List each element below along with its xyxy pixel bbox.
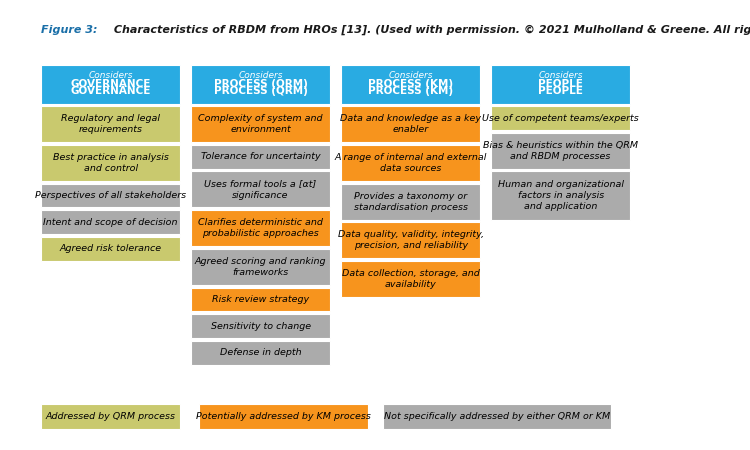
FancyBboxPatch shape	[382, 404, 611, 428]
Text: PROCESS (QRM): PROCESS (QRM)	[214, 79, 308, 90]
Text: Defense in depth: Defense in depth	[220, 348, 302, 357]
FancyBboxPatch shape	[41, 237, 180, 261]
FancyBboxPatch shape	[191, 249, 330, 285]
FancyBboxPatch shape	[341, 106, 480, 142]
Text: PEOPLE: PEOPLE	[538, 79, 583, 90]
Text: Complexity of system and
environment: Complexity of system and environment	[198, 114, 322, 134]
FancyBboxPatch shape	[191, 171, 330, 207]
Text: A range of internal and external
data sources: A range of internal and external data so…	[334, 153, 487, 173]
Text: Agreed risk tolerance: Agreed risk tolerance	[59, 244, 162, 253]
Text: Data quality, validity, integrity,
precision, and reliability: Data quality, validity, integrity, preci…	[338, 230, 484, 250]
FancyBboxPatch shape	[199, 404, 368, 428]
Text: PROCESS (QRM): PROCESS (QRM)	[214, 86, 308, 96]
Text: Perspectives of all stakeholders: Perspectives of all stakeholders	[35, 191, 186, 200]
FancyBboxPatch shape	[41, 404, 180, 428]
FancyBboxPatch shape	[41, 145, 180, 181]
Text: Considers: Considers	[538, 72, 583, 81]
FancyBboxPatch shape	[491, 133, 630, 169]
FancyBboxPatch shape	[341, 222, 480, 258]
FancyBboxPatch shape	[191, 145, 330, 169]
Text: Agreed scoring and ranking
frameworks: Agreed scoring and ranking frameworks	[195, 257, 326, 277]
Text: Characteristics of RBDM from HROs [13]. (Used with permission. © 2021 Mulholland: Characteristics of RBDM from HROs [13]. …	[110, 25, 750, 35]
Text: Uses formal tools a [αt]
significance: Uses formal tools a [αt] significance	[205, 180, 316, 199]
Text: Human and organizational
factors in analysis
and application: Human and organizational factors in anal…	[498, 180, 624, 211]
Text: Provides a taxonomy or
standardisation process: Provides a taxonomy or standardisation p…	[354, 192, 468, 211]
FancyBboxPatch shape	[491, 106, 630, 130]
Text: Considers: Considers	[388, 72, 433, 81]
FancyBboxPatch shape	[41, 106, 180, 142]
FancyBboxPatch shape	[191, 65, 330, 104]
Text: Data and knowledge as a key
enabler: Data and knowledge as a key enabler	[340, 114, 482, 134]
FancyBboxPatch shape	[191, 106, 330, 142]
FancyBboxPatch shape	[41, 184, 180, 207]
FancyBboxPatch shape	[491, 65, 630, 104]
FancyBboxPatch shape	[41, 65, 180, 104]
Text: GOVERNANCE: GOVERNANCE	[70, 86, 151, 96]
Text: GOVERNANCE: GOVERNANCE	[70, 79, 151, 90]
FancyBboxPatch shape	[341, 184, 480, 220]
Text: Data collection, storage, and
availability: Data collection, storage, and availabili…	[342, 269, 479, 289]
Text: Tolerance for uncertainty: Tolerance for uncertainty	[201, 152, 320, 161]
Text: Bias & heuristics within the QRM
and RBDM processes: Bias & heuristics within the QRM and RBD…	[483, 141, 638, 161]
Text: Best practice in analysis
and control: Best practice in analysis and control	[53, 153, 169, 173]
Text: Figure 3:: Figure 3:	[41, 25, 98, 35]
Text: Addressed by QRM process: Addressed by QRM process	[46, 412, 176, 421]
FancyBboxPatch shape	[191, 288, 330, 311]
FancyBboxPatch shape	[191, 210, 330, 246]
Text: Regulatory and legal
requirements: Regulatory and legal requirements	[62, 114, 160, 134]
Text: PROCESS (KM): PROCESS (KM)	[368, 79, 453, 90]
FancyBboxPatch shape	[41, 210, 180, 234]
Text: Not specifically addressed by either QRM or KM: Not specifically addressed by either QRM…	[384, 412, 610, 421]
Text: Use of competent teams/experts: Use of competent teams/experts	[482, 114, 639, 123]
Text: PROCESS (KM): PROCESS (KM)	[368, 86, 453, 96]
FancyBboxPatch shape	[491, 171, 630, 220]
Text: Considers: Considers	[238, 72, 283, 81]
Text: Sensitivity to change: Sensitivity to change	[211, 321, 310, 330]
FancyBboxPatch shape	[341, 261, 480, 297]
Text: Intent and scope of decision: Intent and scope of decision	[44, 217, 178, 226]
FancyBboxPatch shape	[191, 341, 330, 364]
FancyBboxPatch shape	[341, 145, 480, 181]
Text: Clarifies deterministic and
probabilistic approaches: Clarifies deterministic and probabilisti…	[198, 218, 323, 238]
Text: Considers: Considers	[88, 72, 133, 81]
FancyBboxPatch shape	[341, 65, 480, 104]
Text: Risk review strategy: Risk review strategy	[212, 295, 309, 304]
FancyBboxPatch shape	[191, 314, 330, 338]
Text: PEOPLE: PEOPLE	[538, 86, 583, 96]
Text: Potentially addressed by KM process: Potentially addressed by KM process	[196, 412, 370, 421]
